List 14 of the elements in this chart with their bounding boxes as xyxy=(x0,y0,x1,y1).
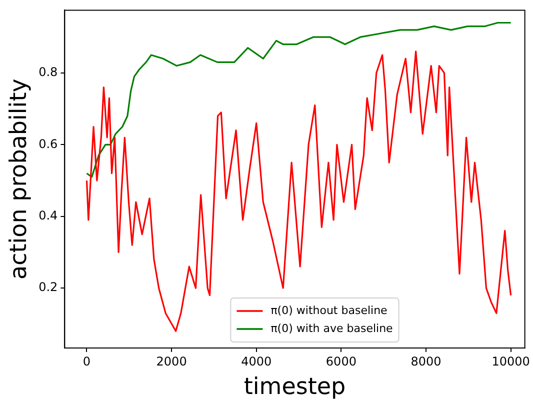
x-tick-label: 0 xyxy=(82,354,91,368)
x-tick-label: 10000 xyxy=(492,354,530,368)
x-tick-label: 6000 xyxy=(326,354,356,368)
y-axis-title: action probability xyxy=(6,78,32,280)
x-tick-label: 4000 xyxy=(241,354,272,368)
legend-label: π(0) without baseline xyxy=(270,304,388,317)
y-tick-label: 0.2 xyxy=(38,280,58,294)
x-tick-label: 2000 xyxy=(156,354,187,368)
y-tick-label: 0.4 xyxy=(38,208,58,223)
x-tick-label: 8000 xyxy=(410,354,442,368)
x-axis-title: timestep xyxy=(244,374,346,400)
y-tick-label: 0.6 xyxy=(38,136,58,151)
y-tick-label: 0.8 xyxy=(38,65,58,80)
legend-label: π(0) with ave baseline xyxy=(270,322,394,335)
